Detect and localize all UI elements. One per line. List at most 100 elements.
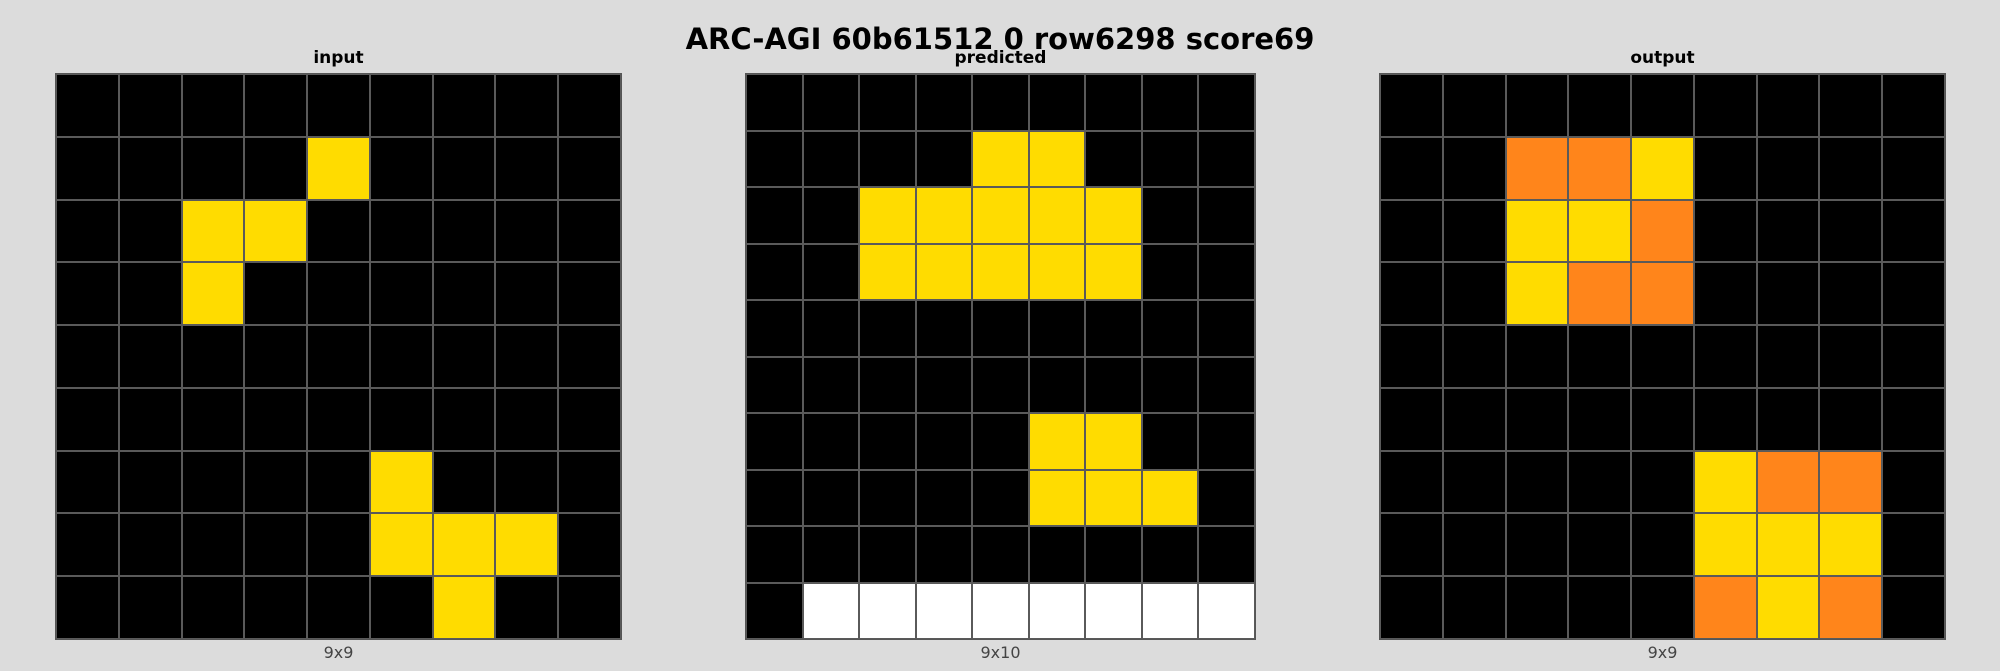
grid-cell — [1442, 576, 1506, 639]
grid-cell — [432, 387, 496, 451]
grid-cell — [432, 74, 496, 137]
grid-cell — [1693, 576, 1757, 639]
grid-cell — [1028, 130, 1086, 187]
grid-cell — [244, 513, 308, 577]
grid-cell — [972, 187, 1029, 244]
grid-cell — [181, 450, 245, 514]
grid-cell — [1756, 513, 1820, 577]
grid-cell — [972, 130, 1029, 187]
grid-cell — [307, 136, 370, 200]
grid-cell — [495, 262, 559, 326]
grid-cell — [1819, 136, 1883, 200]
panel-title: predicted — [954, 48, 1047, 68]
grid-cell — [244, 387, 308, 451]
grid-cell — [1819, 262, 1883, 326]
grid-cell — [1882, 576, 1945, 639]
grid-cell — [307, 199, 370, 263]
grid-cell — [746, 469, 803, 526]
grid-cell — [1819, 576, 1883, 639]
grid-cell — [181, 262, 245, 326]
grid-cell — [972, 300, 1029, 357]
grid-cell — [746, 526, 803, 583]
grid-cell — [1882, 387, 1945, 451]
grid-cell — [859, 74, 916, 131]
grid-cell — [802, 526, 860, 583]
grid-cell — [1693, 74, 1757, 137]
grid-cell — [244, 325, 308, 388]
grid-cell — [118, 450, 182, 514]
grid-cell — [746, 187, 803, 244]
grid-cell — [1631, 576, 1694, 639]
grid-cell — [495, 576, 559, 639]
grid-cell — [915, 582, 973, 639]
grid-cell — [1028, 74, 1086, 131]
grid-cell — [1028, 526, 1086, 583]
grid-cell — [1028, 356, 1086, 413]
grid-cell — [558, 262, 621, 326]
grid-cell — [802, 187, 860, 244]
grid-cell — [1505, 262, 1569, 326]
grid-cell — [1505, 387, 1569, 451]
grid-cell — [558, 387, 621, 451]
grid-cell — [369, 74, 433, 137]
grid-cell — [369, 387, 433, 451]
grid-cell — [1141, 300, 1199, 357]
grid-cell — [1505, 74, 1569, 137]
grid-cell — [1141, 187, 1199, 244]
grid-cell — [1141, 526, 1199, 583]
grid-cell — [1568, 513, 1632, 577]
grid-cell — [56, 136, 119, 200]
grid-cell — [181, 199, 245, 263]
grid-cell — [972, 582, 1029, 639]
grid-cell — [1505, 513, 1569, 577]
grid-cell — [802, 356, 860, 413]
grid-cell — [369, 325, 433, 388]
grid-cell — [558, 576, 621, 639]
grid-cell — [558, 136, 621, 200]
grid-cell — [558, 199, 621, 263]
grid-cell — [746, 130, 803, 187]
grid-size-label: 9x9 — [1647, 643, 1678, 662]
grid-cell — [1693, 387, 1757, 451]
grid-size-label: 9x9 — [323, 643, 354, 662]
grid-cell — [1198, 413, 1255, 470]
grid-cell — [859, 469, 916, 526]
grid-cell — [118, 387, 182, 451]
grid-cell — [1442, 450, 1506, 514]
grid-cell — [859, 243, 916, 300]
grid-cell — [802, 413, 860, 470]
grid-cell — [118, 136, 182, 200]
grid-cell — [1028, 413, 1086, 470]
grid-cell — [1028, 469, 1086, 526]
grid-cell — [1882, 199, 1945, 263]
grid-cell — [802, 300, 860, 357]
grid-cell — [1756, 325, 1820, 388]
grid-cell — [915, 243, 973, 300]
grid-cell — [1028, 187, 1086, 244]
grid-cell — [1505, 450, 1569, 514]
grid-cell — [181, 136, 245, 200]
grid-cell — [244, 262, 308, 326]
grid-cell — [1442, 513, 1506, 577]
grid-cell — [1085, 356, 1142, 413]
grid-cell — [1141, 413, 1199, 470]
grid-cell — [495, 450, 559, 514]
grid-cell — [1085, 413, 1142, 470]
grid-cell — [1693, 199, 1757, 263]
grid-cell — [369, 199, 433, 263]
grid-cell — [1442, 387, 1506, 451]
grid-cell — [432, 450, 496, 514]
grid-cell — [181, 325, 245, 388]
grid-cell — [307, 74, 370, 137]
grid-cell — [1198, 243, 1255, 300]
grid-cell — [1505, 325, 1569, 388]
grid-cell — [915, 526, 973, 583]
grid-cell — [307, 387, 370, 451]
grid-cell — [802, 469, 860, 526]
figure-title: ARC-AGI 60b61512 0 row6298 score69 — [685, 22, 1315, 56]
grid-cell — [1442, 199, 1506, 263]
grid-cell — [56, 576, 119, 639]
grid-cell — [1198, 300, 1255, 357]
grid-cell — [1380, 450, 1443, 514]
grid-cell — [181, 513, 245, 577]
